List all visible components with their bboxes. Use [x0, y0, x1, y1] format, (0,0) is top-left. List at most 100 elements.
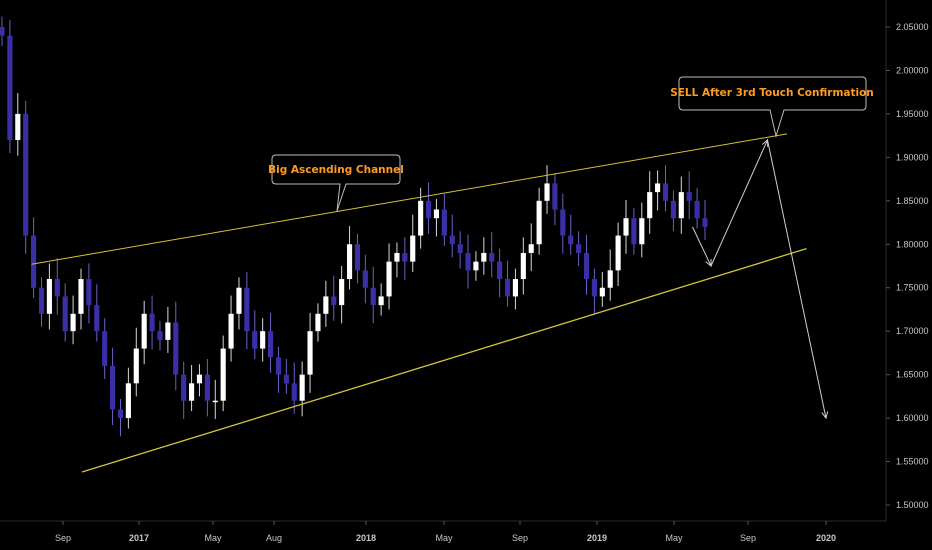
candle-body: [23, 113, 29, 236]
candle-body: [283, 374, 289, 384]
candle-body: [315, 313, 321, 332]
candle-body: [576, 244, 582, 253]
candle-body: [457, 244, 463, 253]
time-tick-label: Sep: [740, 533, 756, 543]
candle-body: [560, 209, 566, 236]
candle-body: [568, 235, 574, 245]
candle-body: [449, 235, 455, 245]
candle-body: [402, 252, 408, 262]
candle-body: [244, 287, 250, 332]
candle-body: [497, 261, 503, 280]
candle-body: [441, 209, 447, 236]
candle-body: [275, 357, 282, 375]
candle-body: [54, 279, 60, 297]
candle-body: [425, 200, 432, 219]
price-tick-label: 1.75000: [896, 283, 929, 293]
candle-body: [86, 279, 92, 306]
projection-path[interactable]: [692, 138, 827, 419]
candle-body: [536, 200, 542, 245]
upper-channel-line[interactable]: [31, 133, 788, 265]
candle-body: [339, 279, 345, 306]
price-tick-label: 1.70000: [896, 326, 929, 336]
lower-channel-line[interactable]: [81, 247, 807, 473]
candle-body: [236, 287, 242, 314]
candle-body: [504, 279, 511, 297]
candle-body: [647, 192, 653, 219]
candle-body: [181, 374, 187, 401]
time-tick-label: Aug: [266, 533, 282, 543]
candle-body: [433, 209, 440, 219]
price-tick-label: 1.90000: [896, 152, 929, 162]
annotation-box: [678, 76, 867, 138]
time-tick-label: Sep: [55, 533, 71, 543]
candle-body: [189, 383, 195, 401]
candle-body: [125, 383, 131, 419]
annotation-text: Big Ascending Channel: [268, 164, 404, 176]
time-tick-label: Sep: [512, 533, 528, 543]
time-tick-label: May: [204, 533, 222, 543]
projection-arrowhead: [761, 138, 769, 147]
candle-body: [686, 192, 692, 201]
drawing-layer: [31, 133, 829, 473]
price-tick-label: 1.80000: [896, 239, 929, 249]
annotation-text: SELL After 3rd Touch Confirmation: [670, 87, 874, 99]
candle-body: [394, 252, 400, 262]
candle-body: [267, 331, 274, 358]
candle-body: [599, 287, 605, 297]
candle-body: [173, 322, 179, 375]
candle-body: [512, 279, 518, 297]
candle-body: [117, 409, 124, 419]
price-tick-label: 1.55000: [896, 457, 929, 467]
candle-body: [70, 313, 76, 332]
annotation-big-ascending-channel[interactable]: Big Ascending Channel: [268, 154, 404, 212]
candle-body: [165, 322, 171, 340]
candle-body: [378, 296, 384, 306]
candle-body: [212, 400, 218, 403]
candle-body: [418, 200, 424, 236]
price-tick-label: 1.50000: [896, 500, 929, 510]
candle-body: [465, 252, 471, 271]
price-tick-label: 1.65000: [896, 370, 929, 380]
candle-body: [528, 244, 534, 253]
candle-body: [670, 200, 676, 219]
time-tick-label: 2018: [356, 533, 376, 543]
candle-body: [228, 313, 234, 349]
candles-layer: [0, 16, 708, 437]
candle-body: [370, 287, 376, 306]
time-axis[interactable]: Sep 2017 May Aug 2018 May Sep 2019 May Sep 2020: [55, 521, 836, 543]
candle-body: [323, 296, 329, 314]
candle-body: [102, 331, 108, 366]
candle-body: [260, 331, 266, 349]
price-tick-label: 2.05000: [896, 22, 929, 32]
candle-body: [7, 35, 13, 140]
candle-body: [702, 218, 708, 227]
annotation-sell-confirmation[interactable]: SELL After 3rd Touch Confirmation: [670, 76, 874, 138]
price-tick-label: 1.85000: [896, 196, 929, 206]
candle-body: [678, 192, 684, 219]
candle-body: [157, 331, 163, 340]
candle-body: [615, 235, 621, 271]
time-tick-label: May: [435, 533, 453, 543]
candle-body: [410, 235, 416, 262]
candle-body: [94, 305, 100, 332]
candle-body: [552, 183, 558, 210]
price-axis[interactable]: 2.05000 2.00000 1.95000 1.90000 1.85000 1.800…: [886, 22, 929, 510]
price-tick-label: 1.95000: [896, 109, 929, 119]
candle-body: [0, 27, 5, 36]
candle-body: [481, 252, 487, 262]
candle-body: [220, 348, 226, 401]
candle-body: [196, 374, 203, 384]
candle-body: [204, 374, 210, 401]
candle-body: [473, 261, 479, 271]
candle-body: [386, 261, 392, 297]
projection-arrowhead: [705, 258, 712, 268]
candle-body: [520, 252, 526, 280]
time-tick-label: 2019: [587, 533, 607, 543]
candle-body: [31, 235, 37, 288]
time-tick-label: May: [665, 533, 683, 543]
candle-body: [583, 252, 590, 280]
time-tick-label: 2020: [816, 533, 836, 543]
candle-body: [62, 296, 68, 332]
candle-body: [133, 348, 139, 384]
